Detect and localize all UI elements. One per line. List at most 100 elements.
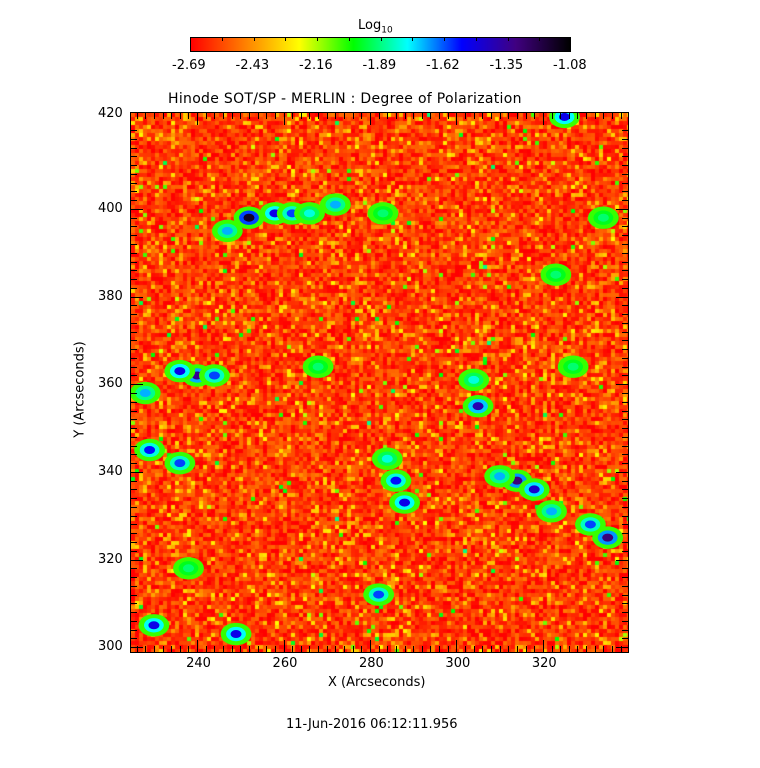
y-minor-tick (131, 366, 137, 368)
x-minor-tick (171, 646, 173, 652)
y-minor-tick (131, 445, 137, 447)
y-tick (131, 471, 143, 473)
y-minor-tick (131, 130, 137, 132)
y-minor-tick-right (622, 454, 628, 456)
y-minor-tick-right (622, 270, 628, 272)
heatmap-plot (131, 113, 628, 652)
y-minor-tick-right (622, 498, 628, 500)
colorbar-tick-label: -2.69 (172, 58, 206, 73)
y-minor-tick-right (622, 445, 628, 447)
x-minor-tick-top (378, 113, 380, 119)
x-minor-tick-top (248, 113, 250, 119)
y-minor-tick-right (622, 279, 628, 281)
y-tick-label: 340 (98, 463, 123, 479)
x-minor-tick (153, 646, 155, 652)
x-tick-top (369, 113, 371, 125)
y-minor-tick (131, 147, 137, 149)
y-minor-tick (131, 577, 137, 579)
x-tick-label: 300 (445, 656, 471, 671)
x-minor-tick-top (560, 113, 562, 119)
x-minor-tick (188, 646, 190, 652)
heatmap-feature (230, 630, 242, 639)
colorbar-tick (539, 37, 541, 41)
y-minor-tick (131, 138, 137, 140)
y-tick-right (616, 296, 628, 298)
y-minor-tick-right (622, 419, 628, 421)
x-minor-tick (560, 646, 562, 652)
y-minor-tick-right (622, 612, 628, 614)
x-minor-tick-top (508, 113, 510, 119)
heatmap-feature (243, 213, 255, 222)
y-minor-tick (131, 542, 137, 543)
x-minor-tick (162, 646, 164, 652)
x-minor-tick-top (413, 113, 415, 119)
y-minor-tick-right (622, 629, 628, 631)
heatmap-feature (597, 213, 609, 222)
x-minor-tick-top (326, 113, 328, 119)
x-tick-label: 240 (186, 656, 211, 671)
x-minor-tick (603, 646, 605, 652)
x-minor-tick (361, 646, 363, 652)
x-minor-tick (231, 646, 233, 652)
y-minor-tick (131, 314, 137, 316)
x-minor-tick (499, 646, 501, 652)
x-minor-tick-top (551, 113, 553, 119)
y-minor-tick (131, 393, 137, 395)
x-tick-top (197, 113, 199, 125)
x-minor-tick (300, 646, 302, 652)
y-minor-tick (131, 252, 137, 254)
x-tick-top (283, 113, 285, 125)
x-minor-tick (577, 646, 579, 652)
x-minor-tick-top (612, 113, 613, 119)
colorbar-tick-label: -1.35 (489, 58, 524, 73)
heatmap-feature (381, 454, 393, 463)
x-minor-tick-top (525, 113, 527, 119)
y-minor-tick (131, 620, 137, 622)
y-minor-tick-right (622, 489, 628, 491)
heatmap-feature (174, 459, 186, 468)
x-minor-tick (439, 646, 441, 652)
y-minor-tick (131, 165, 137, 167)
y-tick (131, 296, 143, 298)
x-minor-tick (568, 646, 570, 652)
y-minor-tick-right (622, 261, 628, 263)
x-minor-tick (352, 646, 354, 652)
x-minor-tick (240, 646, 242, 652)
x-minor-tick-top (223, 113, 225, 119)
y-minor-tick (131, 200, 137, 202)
heatmap-features (131, 113, 624, 646)
y-tick-label: 320 (98, 551, 123, 567)
y-minor-tick-right (622, 226, 628, 228)
y-minor-tick-right (622, 182, 628, 184)
y-minor-tick-right (622, 585, 628, 587)
y-minor-tick (131, 244, 137, 246)
y-minor-tick (131, 436, 137, 438)
y-minor-tick (131, 182, 137, 184)
x-minor-tick-top (361, 113, 363, 119)
y-minor-tick (131, 156, 137, 158)
x-minor-tick-top (231, 113, 233, 119)
colorbar-label: Log10 (358, 18, 393, 36)
heatmap-feature (602, 533, 614, 542)
x-minor-tick-top (568, 113, 570, 119)
x-minor-tick (447, 646, 449, 652)
y-tick-label: 360 (98, 376, 123, 392)
y-minor-tick (131, 173, 137, 175)
y-minor-tick-right (622, 340, 628, 342)
x-minor-tick-top (491, 113, 492, 119)
heatmap-feature (567, 362, 579, 371)
x-minor-tick (465, 646, 467, 652)
colorbar-tick (285, 37, 287, 41)
x-tick-top (542, 113, 544, 125)
heatmap-feature (558, 113, 570, 121)
colorbar-tick (380, 37, 382, 41)
x-minor-tick (586, 646, 588, 652)
heatmap-feature (468, 375, 480, 384)
heatmap-feature (377, 209, 389, 218)
heatmap-feature (174, 367, 186, 376)
x-minor-tick-top (292, 113, 294, 119)
y-tick-right (616, 208, 628, 210)
x-minor-tick (292, 646, 294, 652)
x-minor-tick-top (395, 113, 397, 119)
y-minor-tick-right (622, 314, 628, 316)
